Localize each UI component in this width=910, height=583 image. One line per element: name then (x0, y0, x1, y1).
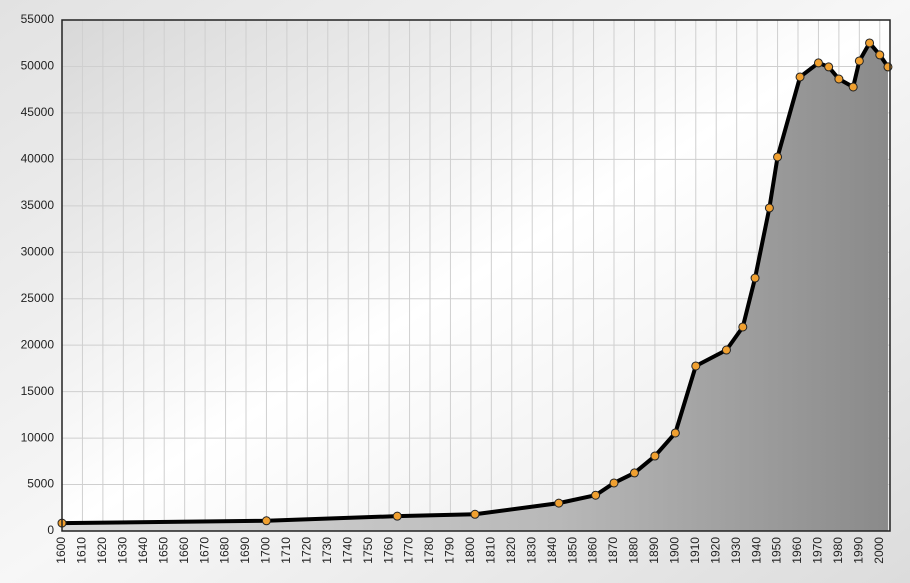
x-tick-label: 1850 (565, 537, 579, 564)
x-tick-label: 1890 (647, 537, 661, 564)
area (62, 42, 888, 531)
x-tick-label: 1620 (95, 537, 109, 564)
x-tick-label: 1770 (402, 537, 416, 564)
marker (721, 345, 731, 355)
x-tick-label: 1600 (54, 537, 68, 564)
x-tick-label: 1970 (811, 537, 825, 564)
marker (609, 478, 619, 488)
x-tick-label: 1810 (484, 537, 498, 564)
y-tick-label: 20000 (21, 337, 55, 351)
marker (670, 428, 680, 438)
marker (691, 361, 701, 371)
y-tick-label: 5000 (27, 477, 54, 491)
marker (773, 152, 783, 162)
x-tick-label: 1740 (340, 537, 354, 564)
x-tick-label: 1980 (831, 537, 845, 564)
marker (883, 62, 893, 72)
x-tick-label: 1840 (545, 537, 559, 564)
marker (875, 50, 885, 60)
x-tick-label: 1820 (504, 537, 518, 564)
marker (554, 498, 564, 508)
x-tick-label: 1940 (749, 537, 763, 564)
marker (470, 509, 480, 519)
marker (738, 322, 748, 332)
marker (854, 56, 864, 66)
y-tick-label: 25000 (21, 291, 55, 305)
marker (392, 511, 402, 521)
marker (629, 468, 639, 478)
x-tick-label: 1830 (524, 537, 538, 564)
x-tick-label: 1920 (708, 537, 722, 564)
y-tick-label: 30000 (21, 244, 55, 258)
y-tick-label: 15000 (21, 384, 55, 398)
x-tick-label: 1610 (75, 537, 89, 564)
x-tick-label: 1760 (381, 537, 395, 564)
marker (848, 82, 858, 92)
x-tick-label: 1930 (729, 537, 743, 564)
x-tick-label: 1990 (852, 537, 866, 564)
x-tick-label: 1690 (238, 537, 252, 564)
marker (813, 58, 823, 68)
x-tick-label: 1910 (688, 537, 702, 564)
x-tick-label: 1860 (586, 537, 600, 564)
y-tick-label: 10000 (21, 430, 55, 444)
x-tick-label: 1640 (136, 537, 150, 564)
x-tick-label: 1900 (668, 537, 682, 564)
x-tick-label: 1790 (443, 537, 457, 564)
x-tick-label: 1950 (770, 537, 784, 564)
x-tick-label: 1800 (463, 537, 477, 564)
y-tick-label: 35000 (21, 198, 55, 212)
marker (650, 451, 660, 461)
marker (261, 516, 271, 526)
x-tick-label: 2000 (872, 537, 886, 564)
x-tick-label: 1730 (320, 537, 334, 564)
marker (750, 273, 760, 283)
x-tick-label: 1750 (361, 537, 375, 564)
marker (834, 74, 844, 84)
marker (591, 490, 601, 500)
x-tick-label: 1630 (116, 537, 130, 564)
x-tick-label: 1720 (300, 537, 314, 564)
x-tick-label: 1650 (156, 537, 170, 564)
x-tick-label: 1700 (259, 537, 273, 564)
x-tick-label: 1710 (279, 537, 293, 564)
x-tick-label: 1880 (627, 537, 641, 564)
x-tick-label: 1780 (422, 537, 436, 564)
marker (795, 72, 805, 82)
plot-border (61, 19, 891, 532)
marker (824, 62, 834, 72)
y-tick-label: 45000 (21, 105, 55, 119)
y-tick-label: 50000 (21, 59, 55, 73)
x-tick-label: 1960 (790, 537, 804, 564)
y-tick-label: 55000 (21, 12, 55, 26)
marker (865, 38, 875, 48)
x-tick-label: 1660 (177, 537, 191, 564)
x-tick-label: 1680 (218, 537, 232, 564)
y-tick-label: 40000 (21, 152, 55, 166)
x-tick-label: 1670 (197, 537, 211, 564)
marker (764, 203, 774, 213)
x-tick-label: 1870 (606, 537, 620, 564)
y-tick-label: 0 (47, 523, 54, 537)
